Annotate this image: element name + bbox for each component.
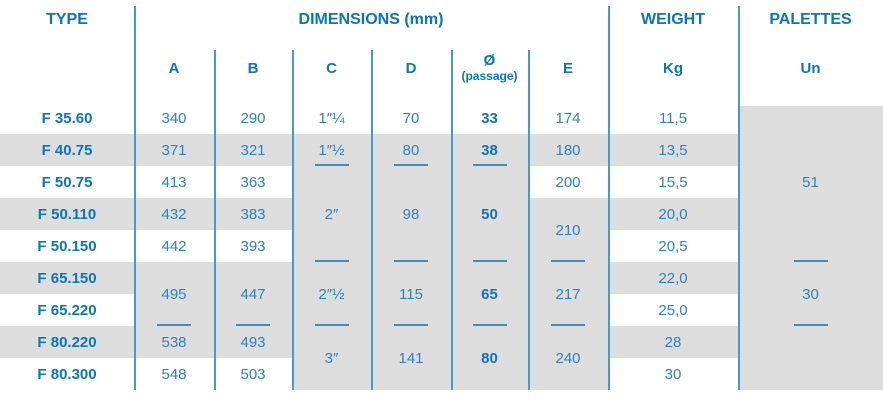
value-cell: 442 bbox=[161, 237, 187, 255]
subheader-e: E bbox=[562, 59, 573, 77]
group-divider-line bbox=[394, 164, 428, 166]
value-cell: 495 bbox=[161, 285, 187, 303]
value-cell: 340 bbox=[161, 109, 187, 127]
row-label: F 50.110 bbox=[37, 205, 97, 223]
merged-cell-background bbox=[134, 262, 292, 326]
value-cell: 180 bbox=[555, 141, 581, 159]
value-cell: 413 bbox=[161, 173, 187, 191]
col-header-type: TYPE bbox=[46, 11, 88, 28]
value-cell: 383 bbox=[240, 205, 266, 223]
group-divider-line bbox=[793, 324, 828, 326]
value-cell: 493 bbox=[240, 333, 266, 351]
value-cell: 20,0 bbox=[658, 205, 688, 223]
value-cell: 217 bbox=[555, 285, 581, 303]
col-header-weight: WEIGHT bbox=[641, 11, 705, 28]
value-cell: 200 bbox=[555, 173, 581, 191]
group-divider-line bbox=[394, 324, 428, 326]
value-cell: 1″¼ bbox=[318, 109, 345, 127]
group-divider-line bbox=[472, 324, 507, 326]
subheader-kg: Kg bbox=[663, 59, 683, 77]
column-divider-line bbox=[134, 6, 136, 390]
subheader-d: D bbox=[405, 59, 417, 77]
value-cell: 51 bbox=[802, 173, 819, 191]
value-cell: 70 bbox=[402, 109, 420, 127]
merged-cell-background bbox=[738, 106, 883, 390]
value-cell: 1″½ bbox=[318, 141, 345, 159]
value-cell: 30 bbox=[802, 285, 819, 303]
row-label: F 50.75 bbox=[41, 173, 93, 191]
diameter-passage-label: (passage) bbox=[461, 68, 518, 83]
group-divider-line bbox=[472, 260, 507, 262]
row-label: F 50.150 bbox=[37, 237, 97, 255]
value-cell: 20,5 bbox=[658, 237, 688, 255]
group-divider-line bbox=[551, 324, 585, 326]
column-divider-line bbox=[292, 50, 294, 390]
value-cell: 11,5 bbox=[658, 109, 688, 127]
column-divider-line bbox=[371, 50, 373, 390]
column-divider-line bbox=[451, 50, 453, 390]
value-cell: 240 bbox=[555, 349, 581, 367]
group-divider-line bbox=[472, 164, 507, 166]
value-cell: 363 bbox=[240, 173, 266, 191]
value-cell: 30 bbox=[664, 365, 682, 383]
value-cell: 2″½ bbox=[318, 285, 345, 303]
value-cell: 50 bbox=[481, 205, 498, 223]
subheader-c: C bbox=[326, 59, 337, 77]
row-label: F 80.300 bbox=[37, 365, 97, 383]
column-divider-line bbox=[738, 6, 740, 390]
subheader-a: A bbox=[168, 59, 180, 77]
merged-cell-background bbox=[528, 198, 608, 390]
value-cell: 80 bbox=[481, 349, 498, 367]
column-divider-line bbox=[214, 50, 216, 390]
value-cell: 80 bbox=[402, 141, 420, 159]
value-cell: 98 bbox=[402, 205, 420, 223]
diameter-symbol: Ø bbox=[483, 52, 496, 70]
value-cell: 503 bbox=[240, 365, 266, 383]
value-cell: 393 bbox=[240, 237, 266, 255]
value-cell: 538 bbox=[161, 333, 187, 351]
value-cell: 447 bbox=[240, 285, 266, 303]
value-cell: 548 bbox=[161, 365, 187, 383]
value-cell: 33 bbox=[481, 109, 498, 127]
group-divider-line bbox=[314, 164, 349, 166]
value-cell: 13,5 bbox=[658, 141, 688, 159]
value-cell: 290 bbox=[240, 109, 266, 127]
value-cell: 321 bbox=[240, 141, 266, 159]
row-label: F 40.75 bbox=[41, 141, 93, 159]
row-label: F 65.150 bbox=[37, 269, 97, 287]
value-cell: 2″ bbox=[324, 205, 339, 223]
value-cell: 115 bbox=[399, 285, 423, 303]
value-cell: 174 bbox=[555, 109, 581, 127]
value-cell: 3″ bbox=[324, 349, 339, 367]
value-cell: 141 bbox=[398, 349, 424, 367]
merged-cell-background bbox=[451, 134, 528, 390]
group-divider-line bbox=[236, 324, 270, 326]
group-divider-line bbox=[793, 260, 828, 262]
value-cell: 25,0 bbox=[658, 301, 688, 319]
value-cell: 65 bbox=[481, 285, 498, 303]
value-cell: 432 bbox=[161, 205, 187, 223]
col-header-palettes: PALETTES bbox=[769, 11, 852, 28]
group-divider-line bbox=[551, 260, 585, 262]
value-cell: 38 bbox=[481, 141, 498, 159]
value-cell: 210 bbox=[555, 221, 581, 239]
row-label: F 80.220 bbox=[37, 333, 97, 351]
column-divider-line bbox=[528, 50, 530, 390]
value-cell: 22,0 bbox=[658, 269, 688, 287]
value-cell: 371 bbox=[161, 141, 187, 159]
column-divider-line bbox=[608, 6, 610, 390]
value-cell: 15,5 bbox=[658, 173, 688, 191]
row-label: F 35.60 bbox=[41, 109, 93, 127]
group-divider-line bbox=[314, 260, 349, 262]
group-divider-line bbox=[157, 324, 191, 326]
subheader-b: B bbox=[247, 59, 259, 77]
value-cell: 28 bbox=[664, 333, 682, 351]
group-divider-line bbox=[314, 324, 349, 326]
subheader-diameter: Ø (passage) bbox=[451, 48, 528, 88]
subheader-un: Un bbox=[800, 59, 821, 77]
row-label: F 65.220 bbox=[37, 301, 97, 319]
group-divider-line bbox=[394, 260, 428, 262]
col-header-dimensions: DIMENSIONS (mm) bbox=[298, 11, 444, 28]
